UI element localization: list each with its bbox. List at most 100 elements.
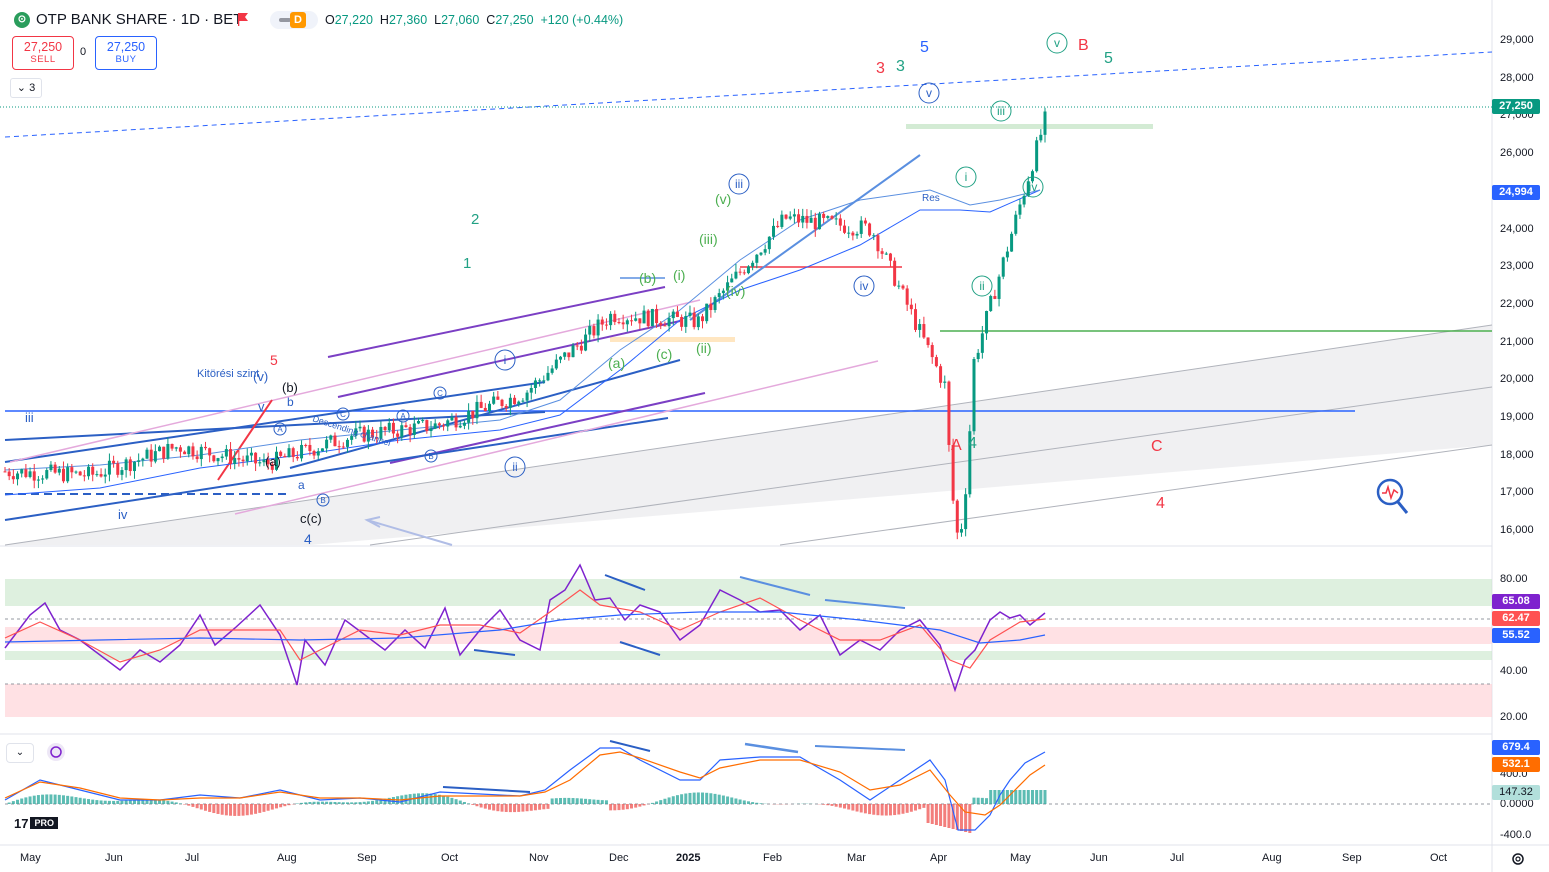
candle-body: [291, 448, 295, 457]
indicators-collapse-button[interactable]: ⌄ 3: [10, 78, 42, 98]
refresh-icon[interactable]: [47, 743, 65, 761]
macd-hist-bar: [371, 800, 375, 804]
candle-body: [404, 425, 408, 428]
pane-collapse-button[interactable]: ⌄: [6, 743, 34, 763]
time-axis-label: Apr: [930, 852, 948, 864]
candle-body: [934, 357, 938, 367]
macd-hist-bar: [621, 804, 625, 810]
candle-body: [166, 443, 170, 459]
macd-hist-bar: [471, 804, 475, 805]
delay-badge: D: [290, 12, 306, 28]
macd-hist-bar: [254, 804, 258, 814]
candle-body: [496, 396, 500, 400]
candle-body: [329, 435, 333, 440]
macd-hist-bar: [521, 804, 525, 812]
candle-body: [24, 469, 28, 477]
time-axis-label: May: [1010, 852, 1031, 864]
macd-hist-bar: [638, 804, 642, 807]
macd-hist-bar: [934, 804, 938, 825]
candle-body: [604, 324, 608, 326]
macd-hist-bar: [483, 804, 487, 809]
candle-body: [1026, 181, 1030, 196]
wave-label: i: [965, 170, 968, 184]
macd-hist-bar: [696, 792, 700, 804]
candle-body: [262, 459, 266, 463]
candle-body: [838, 218, 842, 226]
buy-button[interactable]: 27,250 BUY: [95, 36, 157, 70]
macd-hist-bar: [16, 799, 20, 804]
flag-icon[interactable]: [236, 12, 250, 26]
sell-button[interactable]: 27,250 SELL: [12, 36, 74, 70]
macd-hist-bar: [287, 804, 291, 806]
candle-body: [692, 312, 696, 328]
macd-hist-bar: [822, 804, 826, 805]
price-axis-label: 21,000: [1500, 335, 1534, 348]
candle-body: [153, 451, 157, 462]
macd-hist-bar: [872, 804, 876, 815]
ohlc-readout: O27,220 H27,360 L27,060 C27,250 +120 (+0…: [325, 13, 623, 27]
candle-body: [855, 233, 859, 236]
macd-hist-bar: [82, 798, 86, 804]
macd-hist-bar: [78, 797, 82, 804]
macd-hist-bar: [630, 804, 634, 809]
macd-hist-bar: [701, 792, 705, 804]
macd-hist-bar: [855, 804, 859, 812]
candle-body: [918, 324, 922, 330]
wave-label: (ii): [696, 340, 712, 356]
time-axis-label: Aug: [277, 852, 297, 864]
candle-body: [333, 435, 337, 447]
candle-body: [701, 316, 705, 322]
macd-hist-bar: [500, 804, 504, 812]
wave-label: v: [258, 399, 265, 414]
wave-label: a: [298, 478, 305, 492]
macd-hist-bar: [567, 797, 571, 804]
macd-hist-bar: [659, 800, 663, 804]
candle-body: [396, 433, 400, 437]
macd-hist-bar: [229, 804, 233, 816]
macd-hist-bar: [270, 804, 274, 810]
candle-body: [596, 319, 600, 336]
time-axis-label: Jul: [1170, 852, 1185, 864]
magnifier-icon[interactable]: [1376, 478, 1409, 514]
candle-body: [316, 451, 320, 456]
candle-body: [533, 380, 537, 388]
wave-label: 4: [1156, 495, 1165, 512]
settings-gear-icon[interactable]: [1510, 851, 1526, 867]
indicators-count: 3: [29, 82, 36, 94]
candle-body: [763, 249, 767, 253]
candle-body: [508, 397, 512, 408]
macd-hist-bar: [1018, 790, 1022, 804]
macd-hist-bar: [304, 802, 308, 804]
candle-body: [95, 474, 99, 476]
candle-body: [767, 236, 771, 250]
macd-hist-bar: [475, 804, 479, 807]
high-value: 27,360: [388, 13, 428, 27]
candle-body: [437, 423, 441, 426]
wave-label: 4: [304, 531, 312, 547]
candle-body: [49, 464, 53, 471]
candle-body: [847, 232, 851, 234]
wave-label: 5: [920, 39, 929, 56]
macd-hist-bar: [203, 804, 207, 811]
candle-body: [751, 262, 755, 267]
candle-body: [868, 223, 872, 236]
candle-body: [721, 290, 725, 294]
macd-hist-bar: [162, 800, 166, 804]
candle-body: [809, 217, 813, 223]
macd-hist-bar: [1035, 790, 1039, 804]
symbol-title[interactable]: OTP BANK SHARE · 1D · BET: [36, 11, 243, 28]
wave-label: 2: [471, 211, 479, 228]
wave-label: c(c): [300, 511, 322, 526]
wave-label: (i): [673, 267, 685, 283]
macd-hist-bar: [32, 795, 36, 804]
macd-hist-bar: [604, 800, 608, 804]
wave-label: C: [1151, 438, 1163, 455]
macd-hist-bar: [20, 798, 24, 804]
candle-body: [538, 380, 542, 382]
macd-hist-bar: [546, 804, 550, 809]
macd-hist-bar: [859, 804, 863, 813]
macd-hist-bar: [705, 792, 709, 804]
macd-hist-bar: [918, 804, 922, 810]
macd-hist-bar: [425, 793, 429, 804]
